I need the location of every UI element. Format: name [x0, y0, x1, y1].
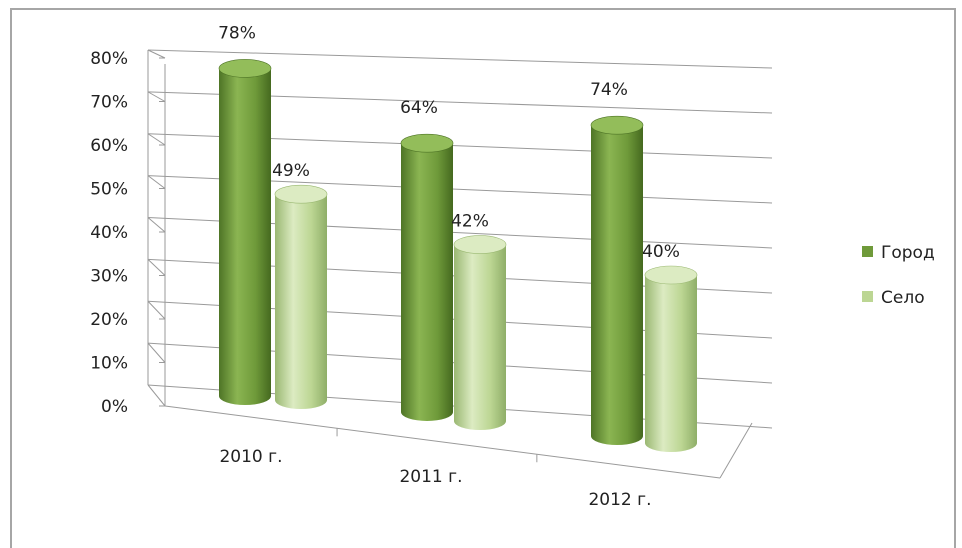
bar-selo: [453, 235, 507, 430]
bar-body-gorod: [591, 125, 643, 445]
side-gridline: [147, 384, 166, 407]
axis-layer: 0% 10% 20% 30% 40% 50% 60% 70% 80% 2010 г. 2011 г.…: [90, 49, 753, 510]
side-gridline: [147, 133, 166, 146]
legend-label-selo: Село: [881, 288, 925, 308]
y-tick-label: 80%: [90, 49, 128, 69]
bar-body-gorod: [401, 143, 453, 421]
y-tick-label: 40%: [90, 223, 128, 243]
side-gridline: [147, 91, 166, 102]
x-tick-label: 2010 г.: [219, 447, 282, 467]
legend-label-gorod: Город: [881, 243, 935, 263]
bar-top-gorod: [590, 115, 644, 135]
bar-top-selo: [274, 184, 328, 204]
back-gridline: [147, 49, 773, 69]
y-tick-label: 50%: [90, 180, 128, 200]
y-tick-label: 10%: [90, 354, 128, 374]
data-label-selo: 40%: [642, 242, 680, 262]
bar-top-selo: [644, 265, 698, 285]
y-tick-label: 60%: [90, 136, 128, 156]
side-gridline: [147, 175, 166, 189]
bar-selo: [644, 265, 698, 452]
x-axis-right-edge: [719, 422, 753, 479]
chart-frame: [10, 8, 956, 548]
x-axis-front-line: [164, 405, 721, 479]
labels-layer: 78% 49% 64% 42% 74% 40%: [218, 23, 680, 262]
legend: Город Село: [862, 243, 935, 308]
bar-body-gorod: [219, 68, 271, 406]
bar-top-gorod: [400, 133, 454, 153]
data-label-selo: 49%: [272, 161, 310, 181]
legend-swatch-gorod: [862, 246, 873, 257]
x-tick-label: 2011 г.: [399, 467, 462, 487]
data-label-gorod: 64%: [400, 98, 438, 118]
data-label-gorod: 78%: [218, 23, 256, 43]
bar-top-selo: [453, 235, 507, 254]
bar-gorod: [218, 59, 272, 406]
side-gridline: [147, 300, 166, 320]
bar-gorod: [400, 133, 454, 421]
y-tick-label: 70%: [90, 93, 128, 113]
bar-gorod: [590, 115, 644, 445]
side-gridline: [147, 259, 166, 276]
side-gridline: [147, 342, 166, 363]
legend-swatch-selo: [862, 291, 873, 302]
bar-top-gorod: [218, 59, 272, 78]
side-gridline: [147, 217, 166, 233]
bar-selo: [274, 184, 328, 409]
side-gridline: [147, 49, 166, 59]
bar-body-selo: [645, 275, 697, 452]
chart-canvas: 0% 10% 20% 30% 40% 50% 60% 70% 80% 2010 г. 2011 г.…: [90, 23, 935, 510]
data-label-selo: 42%: [451, 212, 489, 232]
y-tick-label: 30%: [90, 267, 128, 287]
bars-layer: [218, 59, 698, 452]
bar-body-selo: [454, 244, 506, 430]
y-tick-label: 0%: [101, 397, 128, 417]
y-tick-label: 20%: [90, 310, 128, 330]
data-label-gorod: 74%: [590, 80, 628, 100]
x-tick-label: 2012 г.: [588, 490, 651, 510]
bar-body-selo: [275, 194, 327, 409]
